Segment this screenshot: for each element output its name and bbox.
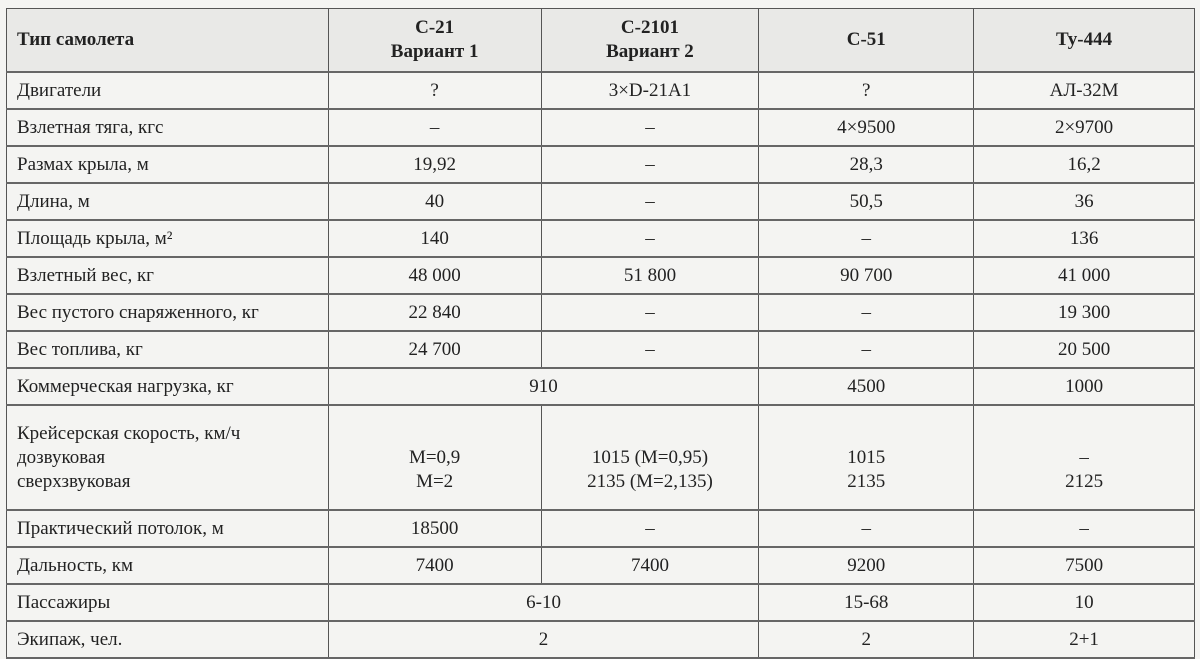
table-cell: 40: [327, 182, 542, 221]
row-label: Вес пустого снаряженного, кг: [6, 293, 329, 332]
table-row: Дальность, км 7400 7400 9200 7500: [6, 546, 1195, 585]
table-cell: 7400: [540, 546, 760, 585]
table-cell: –: [540, 509, 760, 548]
row-label: Взлетный вес, кг: [6, 256, 329, 295]
table-row: Двигатели? 3×D-21A1? АЛ-32М: [6, 71, 1195, 110]
row-label: Вес топлива, кг: [6, 330, 329, 369]
table-row: Длина, м 40–50,5 36: [6, 182, 1195, 221]
table-cell: 2×9700: [973, 108, 1195, 147]
header-s21: С-21 Вариант 1: [327, 8, 542, 73]
table-cell: –: [540, 293, 760, 332]
header-s51: С-51: [758, 8, 975, 73]
table-cell: АЛ-32М: [973, 71, 1195, 110]
row-label: Длина, м: [6, 182, 329, 221]
table-row: Пассажиры 6-10 15-68 10: [6, 583, 1195, 622]
row-label: Практический потолок, м: [6, 509, 329, 548]
table-cell: 48 000: [327, 256, 542, 295]
table-row: Коммерческая нагрузка, кг 910 4500 1000: [6, 367, 1195, 406]
row-label: Коммерческая нагрузка, кг: [6, 367, 329, 406]
table-cell: –: [540, 219, 760, 258]
table-cell: 1015 (M=0,95) 2135 (M=2,135): [540, 404, 760, 511]
table-cell: – 2125: [973, 404, 1195, 511]
table-cell: –: [758, 509, 975, 548]
table-cell: 51 800: [540, 256, 760, 295]
table-cell: 36: [973, 182, 1195, 221]
table-cell: 2: [327, 620, 760, 659]
table-cell: 18500: [327, 509, 542, 548]
table-row: Вес пустого снаряженного, кг 22 840– –19 3…: [6, 293, 1195, 332]
table-cell: 10: [973, 583, 1195, 622]
table-cell: 136: [973, 219, 1195, 258]
row-label: Взлетная тяга, кгс: [6, 108, 329, 147]
table-cell: 4×9500: [758, 108, 975, 147]
table-cell: –: [540, 145, 760, 184]
table-row: Экипаж, чел. 2 2 2+1: [6, 620, 1195, 659]
header-row: Тип самолета С-21 Вариант 1 С-2101 Вариа…: [6, 8, 1195, 73]
table-cell: ?: [758, 71, 975, 110]
row-label: Площадь крыла, м²: [6, 219, 329, 258]
table-cell: 50,5: [758, 182, 975, 221]
row-label: Пассажиры: [6, 583, 329, 622]
table-cell: –: [758, 293, 975, 332]
table-cell: 4500: [758, 367, 975, 406]
table-cell: 24 700: [327, 330, 542, 369]
header-s2101: С-2101 Вариант 2: [540, 8, 760, 73]
table-cell: 15-68: [758, 583, 975, 622]
table-cell: 2+1: [973, 620, 1195, 659]
table-cell: 7400: [327, 546, 542, 585]
row-label: Крейсерская скорость, км/ч дозвуковая св…: [6, 404, 329, 511]
table-cell: –: [758, 330, 975, 369]
table-cell: 41 000: [973, 256, 1195, 295]
table-cell: 90 700: [758, 256, 975, 295]
table-cell: –: [327, 108, 542, 147]
table-body: Двигатели? 3×D-21A1? АЛ-32М Взлетная тяга, …: [6, 71, 1195, 659]
table-cell: –: [540, 330, 760, 369]
table-cell: –: [758, 219, 975, 258]
aircraft-spec-table: Тип самолета С-21 Вариант 1 С-2101 Вариа…: [6, 8, 1195, 659]
table-cell: M=0,9 M=2: [327, 404, 542, 511]
row-label: Экипаж, чел.: [6, 620, 329, 659]
table-cell: –: [973, 509, 1195, 548]
table-cell: 140: [327, 219, 542, 258]
table-cell: –: [540, 182, 760, 221]
table-row: Вес топлива, кг 24 700– –20 500: [6, 330, 1195, 369]
row-label: Размах крыла, м: [6, 145, 329, 184]
table-cell: 19 300: [973, 293, 1195, 332]
table-row: Размах крыла, м 19,92–28,3 16,2: [6, 145, 1195, 184]
table-cell: –: [540, 108, 760, 147]
header-aircraft-type: Тип самолета: [6, 8, 329, 73]
table-cell: 19,92: [327, 145, 542, 184]
table-cell: 3×D-21A1: [540, 71, 760, 110]
table-cell: 9200: [758, 546, 975, 585]
table-cell: 20 500: [973, 330, 1195, 369]
table-cell: 1000: [973, 367, 1195, 406]
table-cell: 28,3: [758, 145, 975, 184]
table-row: Взлетная тяга, кгс – –4×9500 2×9700: [6, 108, 1195, 147]
table-cell: ?: [327, 71, 542, 110]
table-cell: 6-10: [327, 583, 760, 622]
table-cell: 22 840: [327, 293, 542, 332]
table-row: Взлетный вес, кг 48 000 51 800 90 700 41 000: [6, 256, 1195, 295]
table-row: Практический потолок, м 18500– – –: [6, 509, 1195, 548]
row-label: Дальность, км: [6, 546, 329, 585]
table-cell: 910: [327, 367, 760, 406]
table-row: Площадь крыла, м² 140– –136: [6, 219, 1195, 258]
header-tu444: Ту-444: [973, 8, 1195, 73]
table-row: Крейсерская скорость, км/ч дозвуковая св…: [6, 404, 1195, 511]
table-cell: 1015 2135: [758, 404, 975, 511]
table-cell: 7500: [973, 546, 1195, 585]
row-label: Двигатели: [6, 71, 329, 110]
table-cell: 2: [758, 620, 975, 659]
table-cell: 16,2: [973, 145, 1195, 184]
